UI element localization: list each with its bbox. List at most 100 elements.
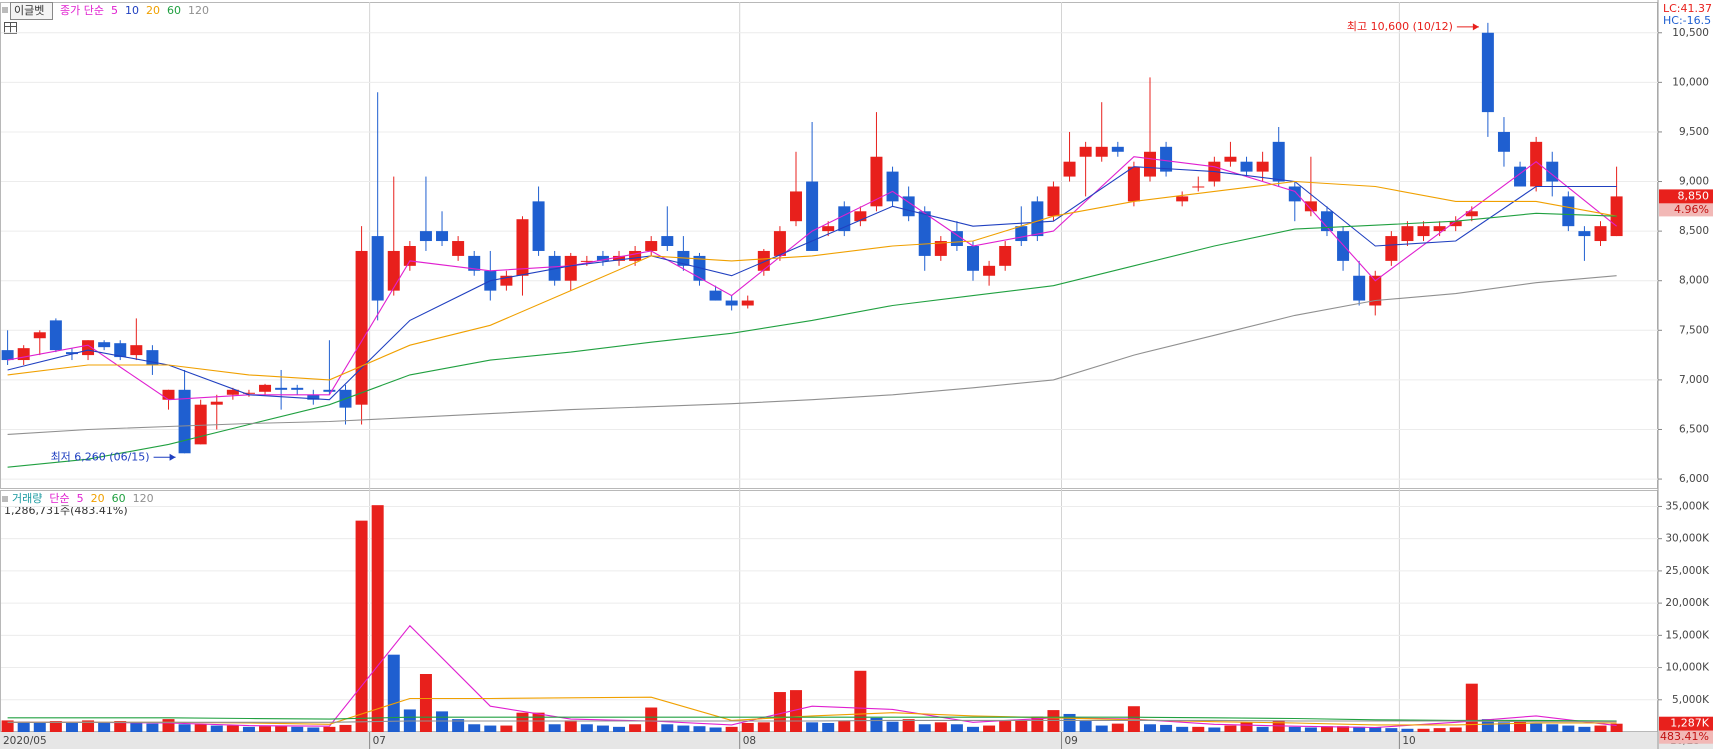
candle-body: [532, 201, 545, 251]
volume-bar: [806, 722, 819, 732]
y-tick-label: 25,000K: [1665, 565, 1710, 577]
volume-bar: [677, 725, 690, 732]
legend-entry: 60: [112, 492, 126, 505]
candle-body: [741, 300, 754, 306]
candle-body: [629, 250, 642, 261]
menu-icon[interactable]: [2, 7, 8, 13]
candle-body: [419, 231, 432, 242]
candle-body: [999, 245, 1012, 266]
volume-bar: [1208, 727, 1221, 732]
candle-body: [1063, 161, 1076, 177]
y-tick-label: 9,500: [1679, 126, 1709, 138]
volume-bar: [1304, 727, 1317, 732]
candle-body: [918, 211, 931, 256]
volume-bar: [1417, 728, 1430, 732]
volume-bar: [33, 722, 46, 732]
volume-bar: [999, 721, 1012, 732]
volume-bar: [355, 520, 368, 732]
candle-body: [1095, 146, 1108, 157]
volume-bar: [17, 721, 30, 732]
candle-body: [1176, 196, 1189, 202]
candle-body: [65, 352, 78, 355]
y-tick-label: 10,000: [1672, 76, 1709, 88]
candle-body: [886, 171, 899, 202]
candle-body: [1304, 201, 1317, 212]
volume-bar: [1481, 719, 1494, 732]
volume-bar: [725, 726, 738, 732]
annotation-label: 최저 6,260 (06/15): [51, 450, 150, 463]
legend-entry: 20: [91, 492, 105, 505]
candle-body: [1385, 236, 1398, 261]
candle-body: [1465, 211, 1478, 217]
volume-bar: [371, 505, 384, 732]
candle-body: [1433, 226, 1446, 232]
volume-bar: [983, 725, 996, 732]
volume-bar: [661, 724, 674, 732]
volume-bar: [130, 722, 143, 732]
volume-bar: [822, 722, 835, 732]
ma-line: [7, 275, 1617, 435]
stock-name: 이글벳: [14, 4, 44, 17]
volume-bar: [1514, 720, 1527, 732]
legend-entry: 20: [146, 4, 160, 17]
volume-bar: [548, 724, 561, 732]
last-value-label: 8,850: [1678, 189, 1710, 202]
volume-bar: [1240, 722, 1253, 732]
volume-bar: [757, 722, 770, 732]
candle-body: [1015, 226, 1028, 242]
candle-body: [934, 241, 947, 256]
volume-bar: [613, 726, 626, 732]
candle-body: [1562, 196, 1575, 227]
hc-label: HC:-16.5: [1663, 14, 1711, 27]
stock-box[interactable]: [10, 2, 53, 20]
candle-body: [226, 389, 239, 395]
volume-bar: [1385, 728, 1398, 732]
candle-body: [854, 211, 867, 222]
volume-bar: [741, 722, 754, 732]
y-tick-label: 15,000K: [1665, 629, 1710, 641]
volume-bar: [1111, 723, 1124, 732]
menu-icon[interactable]: [2, 496, 8, 502]
volume-bar: [902, 719, 915, 732]
candle-body: [1610, 196, 1623, 237]
x-tick-label: 09: [1064, 735, 1077, 747]
volume-bar: [1433, 728, 1446, 732]
last-sub-label: 483.41%: [1660, 730, 1709, 743]
annotation-label: 최고 10,600 (10/12): [1347, 20, 1453, 33]
candle-body: [1111, 146, 1124, 152]
volume-bar: [1610, 723, 1623, 732]
candle-body: [1, 350, 14, 361]
candle-body: [114, 343, 127, 358]
last-value-box: [1659, 189, 1713, 204]
y-tick-label: 5,000K: [1672, 694, 1710, 706]
legend-entry: 120: [188, 4, 209, 17]
ma-line: [7, 156, 1617, 401]
candle-body: [1594, 226, 1607, 242]
volume-bar: [580, 724, 593, 732]
y-tick-label: 6,500: [1679, 423, 1709, 435]
candle-body: [1369, 275, 1382, 306]
volume-bar: [1160, 724, 1173, 732]
candle-body: [1320, 211, 1333, 232]
volume-bar: [532, 712, 545, 732]
last-sub-box: [1659, 203, 1713, 217]
last-value-label: 1,287K: [1670, 717, 1709, 730]
volume-bar: [65, 722, 78, 732]
volume-bar: [114, 721, 127, 732]
volume-bar: [516, 712, 529, 732]
volume-bar: [1192, 726, 1205, 732]
volume-bar: [1, 720, 14, 732]
volume-bar: [1320, 726, 1333, 732]
volume-bar: [242, 726, 255, 732]
candle-body: [355, 250, 368, 405]
candle-body: [387, 250, 400, 291]
candle-body: [1530, 141, 1543, 187]
volume-bar: [291, 726, 304, 732]
candle-body: [1240, 161, 1253, 172]
candle-body: [49, 320, 62, 351]
candle-body: [1079, 146, 1092, 157]
volume-bar: [1401, 728, 1414, 732]
volume-bar: [387, 654, 400, 732]
candle-body: [1417, 226, 1430, 237]
